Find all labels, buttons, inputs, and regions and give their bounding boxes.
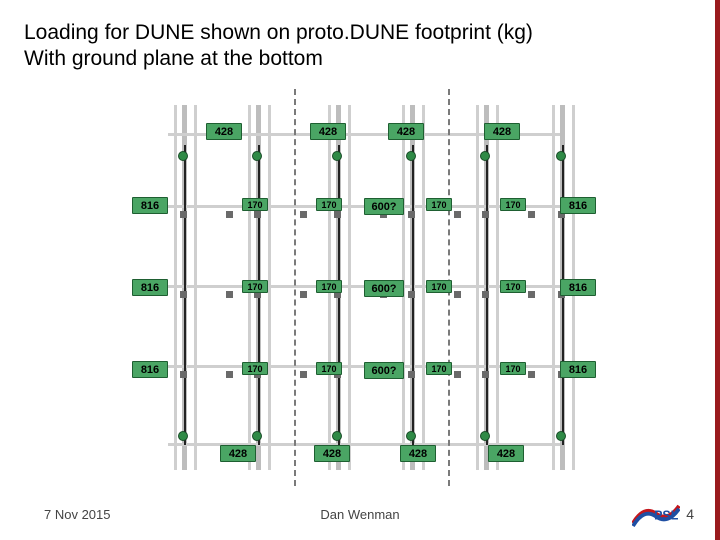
page-number: 4 bbox=[686, 506, 694, 522]
load-label-170: 170 bbox=[316, 362, 342, 375]
load-label-170: 170 bbox=[426, 362, 452, 375]
load-label-170: 170 bbox=[316, 198, 342, 211]
load-label-816: 816 bbox=[132, 361, 168, 378]
marker-dot bbox=[406, 151, 416, 161]
marker-dot bbox=[556, 151, 566, 161]
marker-dot bbox=[178, 431, 188, 441]
load-label-170: 170 bbox=[426, 280, 452, 293]
load-label-170: 170 bbox=[500, 198, 526, 211]
load-label-600q: 600? bbox=[364, 198, 404, 215]
load-label-428: 428 bbox=[388, 123, 424, 140]
marker-dot bbox=[332, 151, 342, 161]
load-label-170: 170 bbox=[316, 280, 342, 293]
marker-dot bbox=[252, 151, 262, 161]
svg-text:PSL: PSL bbox=[654, 508, 679, 522]
marker-dot bbox=[178, 151, 188, 161]
psl-logo: PSL bbox=[632, 502, 680, 528]
boundary-dashed bbox=[294, 89, 296, 486]
slide-title: Loading for DUNE shown on proto.DUNE foo… bbox=[24, 20, 533, 73]
title-line-2: With ground plane at the bottom bbox=[24, 47, 323, 70]
footer-author: Dan Wenman bbox=[320, 507, 399, 522]
marker-dot bbox=[480, 151, 490, 161]
load-label-428: 428 bbox=[488, 445, 524, 462]
load-label-428: 428 bbox=[400, 445, 436, 462]
loading-diagram: 428 428 428 428 428 428 428 428 816 816 170 170 600?… bbox=[128, 95, 600, 480]
load-label-170: 170 bbox=[426, 198, 452, 211]
load-label-428: 428 bbox=[220, 445, 256, 462]
load-label-816: 816 bbox=[560, 361, 596, 378]
load-label-170: 170 bbox=[242, 362, 268, 375]
load-label-600q: 600? bbox=[364, 280, 404, 297]
marker-dot bbox=[556, 431, 566, 441]
marker-dot bbox=[252, 431, 262, 441]
load-label-170: 170 bbox=[242, 280, 268, 293]
load-label-816: 816 bbox=[560, 197, 596, 214]
marker-dot bbox=[332, 431, 342, 441]
load-label-170: 170 bbox=[500, 280, 526, 293]
load-label-170: 170 bbox=[500, 362, 526, 375]
marker-dot bbox=[480, 431, 490, 441]
load-label-428: 428 bbox=[314, 445, 350, 462]
load-label-816: 816 bbox=[132, 197, 168, 214]
marker-dot bbox=[406, 431, 416, 441]
load-label-428: 428 bbox=[206, 123, 242, 140]
load-label-428: 428 bbox=[484, 123, 520, 140]
load-label-170: 170 bbox=[242, 198, 268, 211]
footer-date: 7 Nov 2015 bbox=[44, 507, 111, 522]
load-label-816: 816 bbox=[132, 279, 168, 296]
slide: Loading for DUNE shown on proto.DUNE foo… bbox=[0, 0, 720, 540]
title-line-1: Loading for DUNE shown on proto.DUNE foo… bbox=[24, 21, 533, 44]
accent-stripe bbox=[715, 0, 720, 540]
load-label-816: 816 bbox=[560, 279, 596, 296]
load-label-428: 428 bbox=[310, 123, 346, 140]
load-label-600q: 600? bbox=[364, 362, 404, 379]
